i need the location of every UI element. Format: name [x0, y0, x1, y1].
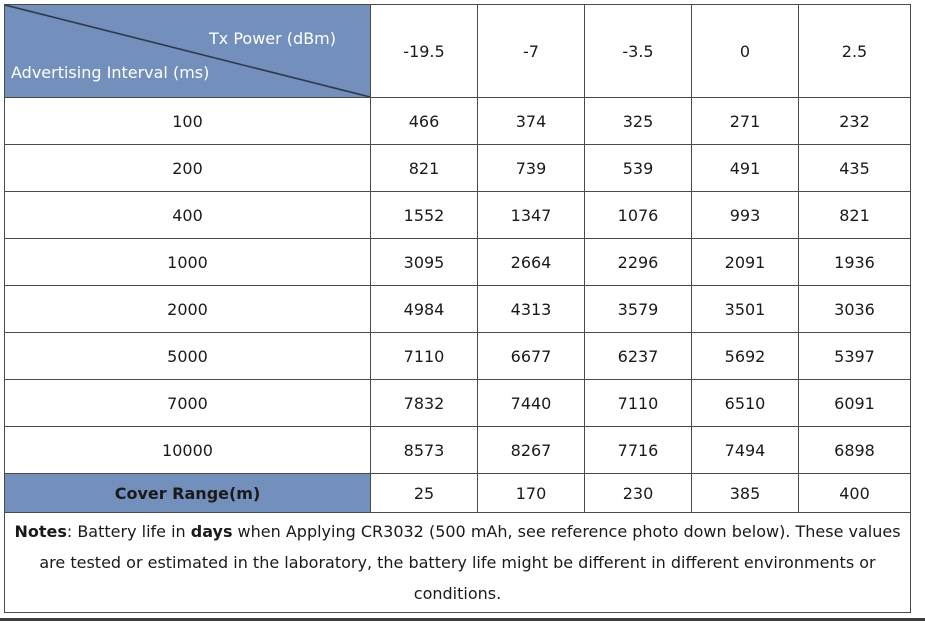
row-label: 7000	[4, 379, 371, 427]
row-label: 200	[4, 144, 371, 192]
data-cell: 4313	[477, 285, 585, 333]
cover-range-row: Cover Range(m) 25 170 230 385 400	[4, 473, 911, 513]
table-row: 7000 7832 7440 7110 6510 6091	[4, 379, 911, 427]
data-cell: 6510	[691, 379, 799, 427]
notes-text-2: when Applying CR3032 (500 mAh, see refer…	[39, 522, 901, 603]
data-cell: 3095	[370, 238, 478, 286]
notes-bold-word: days	[190, 522, 233, 541]
data-cell: 271	[691, 97, 799, 145]
notes-label: Notes	[14, 522, 67, 541]
data-cell: 466	[370, 97, 478, 145]
col-header: -19.5	[370, 4, 478, 98]
data-cell: 6237	[584, 332, 692, 380]
data-cell: 491	[691, 144, 799, 192]
data-cell: 1936	[798, 238, 911, 286]
table-row: 400 1552 1347 1076 993 821	[4, 191, 911, 239]
row-label: 2000	[4, 285, 371, 333]
table-row: 200 821 739 539 491 435	[4, 144, 911, 192]
data-cell: 385	[691, 473, 799, 513]
data-cell: 8267	[477, 426, 585, 474]
data-cell: 1347	[477, 191, 585, 239]
data-cell: 5692	[691, 332, 799, 380]
notes-cell: Notes: Battery life in days when Applyin…	[4, 512, 911, 613]
row-label: 400	[4, 191, 371, 239]
data-cell: 3579	[584, 285, 692, 333]
cover-range-label: Cover Range(m)	[4, 473, 371, 513]
battery-life-table: Tx Power (dBm) Advertising Interval (ms)…	[4, 4, 911, 613]
data-cell: 7832	[370, 379, 478, 427]
corner-top-label: Tx Power (dBm)	[209, 29, 336, 48]
row-label: 100	[4, 97, 371, 145]
data-cell: 7494	[691, 426, 799, 474]
data-cell: 230	[584, 473, 692, 513]
data-cell: 7716	[584, 426, 692, 474]
data-cell: 3036	[798, 285, 911, 333]
table-row: 1000 3095 2664 2296 2091 1936	[4, 238, 911, 286]
data-cell: 1552	[370, 191, 478, 239]
col-header: 2.5	[798, 4, 911, 98]
col-header: 0	[691, 4, 799, 98]
data-cell: 1076	[584, 191, 692, 239]
col-header: -7	[477, 4, 585, 98]
data-cell: 2664	[477, 238, 585, 286]
data-cell: 821	[798, 191, 911, 239]
data-cell: 7110	[584, 379, 692, 427]
data-cell: 6898	[798, 426, 911, 474]
data-cell: 374	[477, 97, 585, 145]
data-cell: 325	[584, 97, 692, 145]
data-cell: 435	[798, 144, 911, 192]
data-cell: 821	[370, 144, 478, 192]
notes-row: Notes: Battery life in days when Applyin…	[4, 512, 911, 613]
data-cell: 739	[477, 144, 585, 192]
data-cell: 993	[691, 191, 799, 239]
data-cell: 4984	[370, 285, 478, 333]
table-row: 100 466 374 325 271 232	[4, 97, 911, 145]
data-cell: 5397	[798, 332, 911, 380]
data-cell: 25	[370, 473, 478, 513]
data-cell: 400	[798, 473, 911, 513]
table-row: 10000 8573 8267 7716 7494 6898	[4, 426, 911, 474]
corner-bottom-label: Advertising Interval (ms)	[11, 63, 210, 82]
diagonal-corner-cell: Tx Power (dBm) Advertising Interval (ms)	[4, 4, 371, 98]
data-cell: 8573	[370, 426, 478, 474]
row-label: 5000	[4, 332, 371, 380]
data-cell: 2296	[584, 238, 692, 286]
notes-text-1: : Battery life in	[66, 522, 191, 541]
header-row: Tx Power (dBm) Advertising Interval (ms)…	[4, 4, 911, 98]
data-cell: 170	[477, 473, 585, 513]
table-row: 2000 4984 4313 3579 3501 3036	[4, 285, 911, 333]
col-header: -3.5	[584, 4, 692, 98]
row-label: 1000	[4, 238, 371, 286]
data-cell: 539	[584, 144, 692, 192]
table-row: 5000 7110 6677 6237 5692 5397	[4, 332, 911, 380]
data-cell: 7110	[370, 332, 478, 380]
row-label: 10000	[4, 426, 371, 474]
bottom-divider-bar	[0, 618, 925, 621]
data-cell: 7440	[477, 379, 585, 427]
data-cell: 232	[798, 97, 911, 145]
data-cell: 2091	[691, 238, 799, 286]
data-cell: 6677	[477, 332, 585, 380]
diagonal-line	[5, 5, 370, 97]
data-cell: 6091	[798, 379, 911, 427]
data-cell: 3501	[691, 285, 799, 333]
